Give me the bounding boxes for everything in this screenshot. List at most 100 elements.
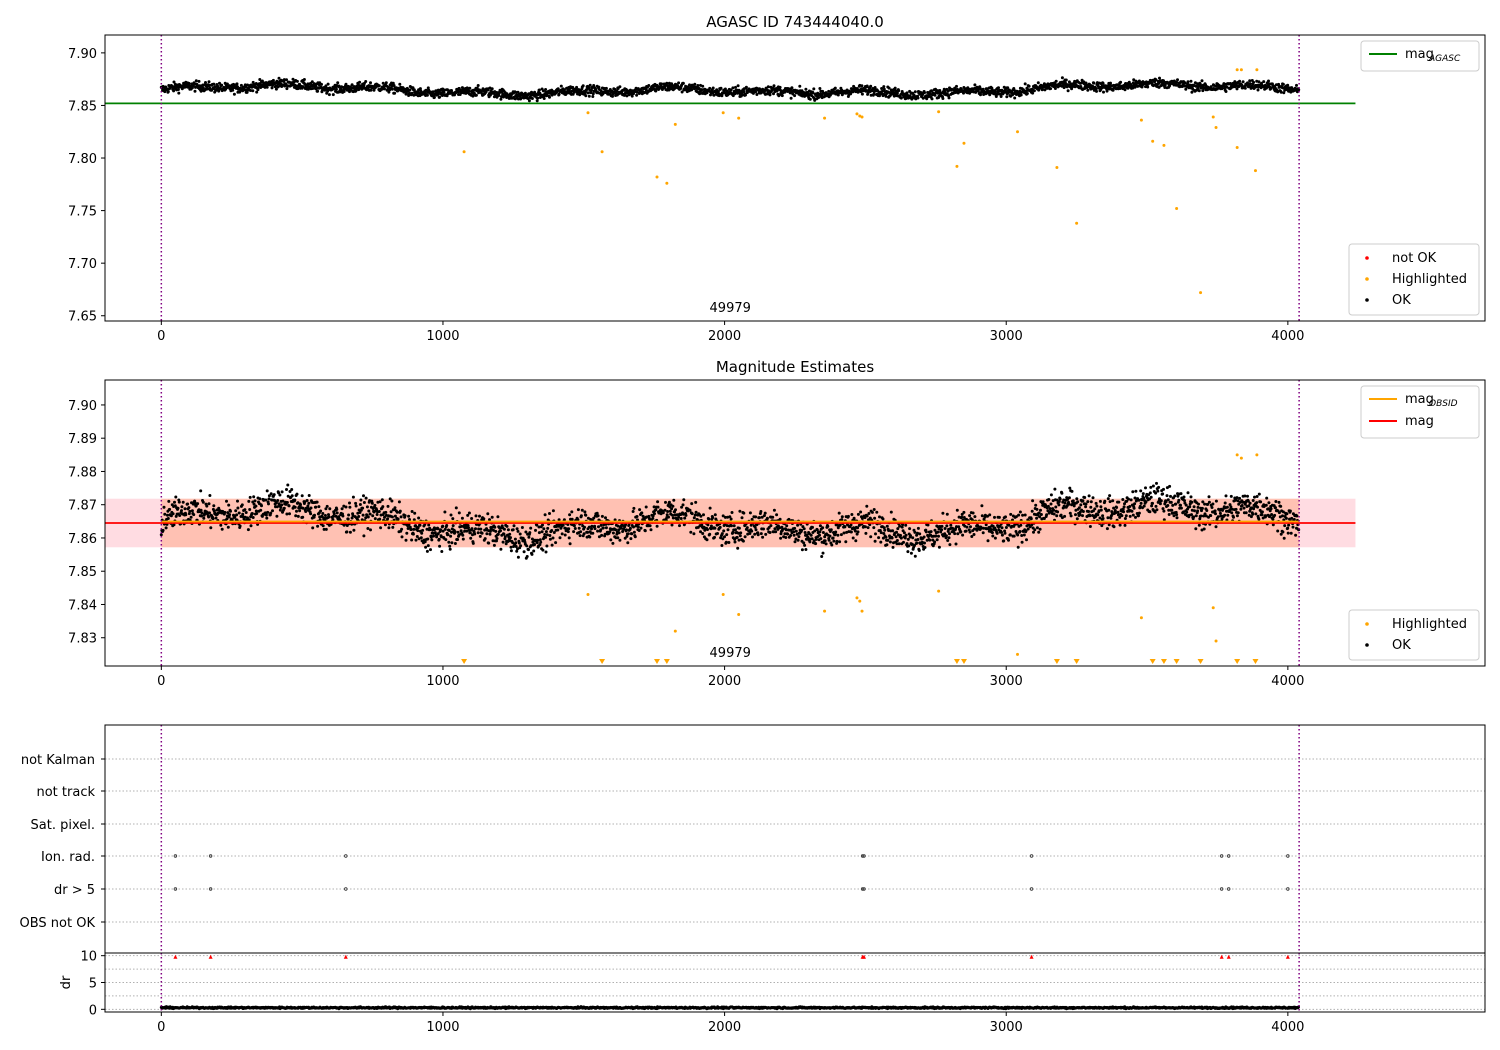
ok-point (1101, 517, 1105, 520)
ok-point (423, 540, 427, 544)
ok-point (956, 532, 960, 536)
legend-subscript: AGASC (1428, 54, 1461, 64)
ok-point (220, 527, 224, 531)
ok-point (176, 506, 180, 510)
ok-point (753, 532, 757, 536)
ok-point (1053, 87, 1057, 90)
ok-point (913, 544, 916, 547)
ok-point (299, 503, 302, 507)
ok-point (1096, 513, 1100, 517)
ok-point (436, 532, 440, 536)
ok-point (474, 514, 478, 518)
ok-point (680, 90, 684, 94)
legend-line-label: mag (1405, 47, 1434, 62)
ok-point (1093, 507, 1097, 511)
ok-point (438, 95, 442, 99)
ok-point (1088, 525, 1092, 528)
ok-point (213, 85, 217, 89)
ok-point (1156, 489, 1160, 493)
ok-point (519, 544, 523, 548)
ok-point (690, 502, 694, 506)
ok-point (1108, 500, 1112, 504)
ok-point (467, 526, 470, 530)
ok-point (1091, 496, 1095, 500)
ok-point (285, 501, 289, 504)
ok-point (683, 516, 687, 520)
ok-point (762, 527, 765, 531)
highlighted-point (1214, 126, 1218, 130)
ok-point (390, 87, 394, 91)
ok-point (1141, 492, 1145, 496)
ok-point (1022, 533, 1026, 537)
ok-point (681, 503, 685, 507)
ok-point (640, 511, 644, 515)
ok-point (225, 517, 229, 521)
ok-point (828, 534, 832, 538)
y-tick-label: 7.70 (68, 257, 97, 272)
ok-point (306, 504, 310, 508)
ok-point (723, 87, 727, 91)
ok-point (443, 527, 447, 531)
ok-point (988, 513, 992, 517)
ok-point (808, 97, 812, 101)
ok-point (916, 526, 920, 530)
ok-point (997, 515, 1001, 519)
ok-point (295, 509, 298, 513)
ok-point (591, 531, 595, 535)
ok-point (269, 492, 273, 496)
ok-point (1045, 513, 1049, 517)
ok-point (1075, 497, 1079, 501)
ok-point (736, 84, 740, 88)
ok-point (540, 530, 544, 534)
highlighted-point (721, 111, 725, 115)
ok-point (1021, 513, 1025, 517)
ok-point (178, 514, 182, 517)
highlighted-point (1015, 130, 1019, 134)
ok-point (617, 531, 621, 535)
ok-point (644, 505, 648, 509)
ok-point (789, 528, 793, 532)
highlighted-point (1235, 68, 1239, 72)
ok-point (548, 95, 551, 99)
ok-point (316, 89, 320, 93)
ok-point (999, 95, 1003, 98)
ok-point (476, 531, 480, 535)
ok-point (718, 525, 722, 529)
ok-point (194, 85, 197, 89)
ok-point (742, 511, 746, 515)
ok-point (360, 518, 364, 522)
ok-point (264, 498, 268, 502)
ok-point (738, 534, 742, 538)
ok-point (407, 514, 411, 518)
ok-point (906, 550, 910, 554)
ok-point (556, 87, 560, 91)
ok-point (181, 500, 185, 504)
ok-point (1148, 491, 1152, 495)
ok-point (1099, 505, 1103, 509)
ok-point (701, 84, 705, 88)
ok-point (227, 515, 231, 519)
ok-point (1286, 83, 1290, 87)
ok-point (745, 526, 749, 530)
ok-point (301, 85, 305, 89)
ok-point (538, 543, 542, 547)
ok-point (561, 523, 565, 527)
ok-point (1158, 76, 1161, 80)
ok-point (731, 530, 735, 534)
ok-point (551, 536, 555, 540)
ok-point (352, 528, 356, 532)
ok-point (467, 528, 471, 532)
ok-point (542, 97, 546, 100)
ok-point (1081, 510, 1085, 513)
ok-point (748, 511, 752, 515)
ok-point (940, 524, 944, 528)
ok-point (802, 541, 806, 545)
ok-point (1036, 81, 1040, 85)
ok-point (1035, 507, 1039, 511)
highlighted-point (1162, 143, 1166, 147)
ok-point (962, 91, 965, 95)
ok-point (591, 92, 595, 96)
ok-point (196, 502, 200, 506)
ok-point (682, 498, 686, 502)
ok-point (335, 511, 339, 515)
